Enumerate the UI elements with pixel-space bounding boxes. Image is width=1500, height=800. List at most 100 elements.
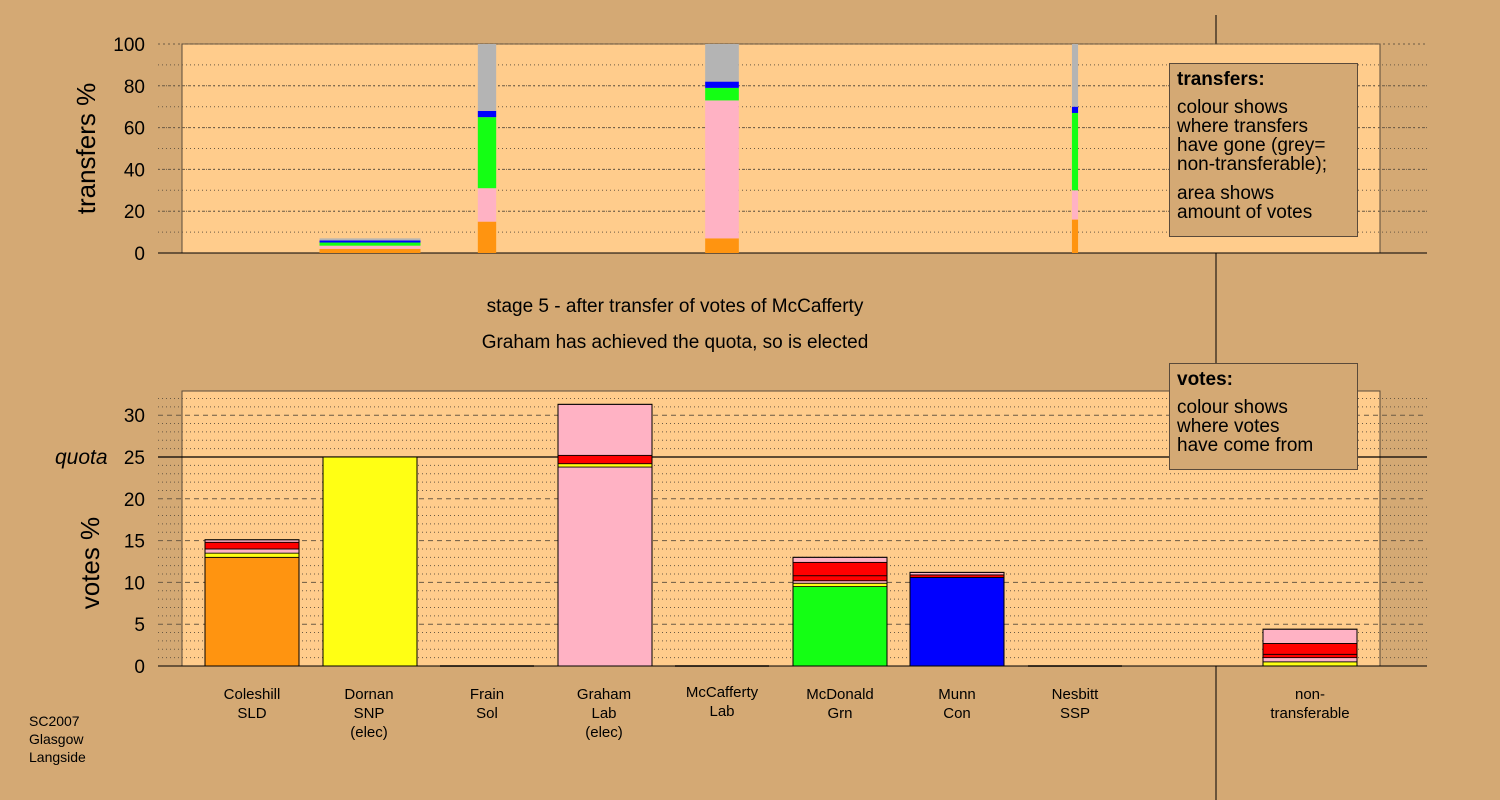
transfers-tick-label: 40: [124, 160, 145, 181]
result-caption: Graham has achieved the quota, so is ele…: [481, 332, 869, 353]
votes-legend-line: have come from: [1177, 435, 1314, 456]
transfer-segment-dornan: [319, 248, 421, 253]
transfers-legend: transfers: colour shows where transfers …: [1169, 63, 1358, 237]
vote-bar-outline: [1262, 628, 1358, 667]
candidate-name: McDonald: [806, 686, 874, 703]
quota-label: quota: [55, 446, 108, 469]
transfer-segment-dornan: [319, 238, 421, 241]
transfer-segment-mccafferty: [705, 238, 739, 253]
vote-segment: [909, 576, 1005, 667]
candidate-label-munn: Munn Con: [902, 685, 1012, 723]
transfer-segment-frain: [477, 110, 497, 118]
candidate-label-mcdonald: McDonald Grn: [785, 685, 895, 723]
transfer-segment-mccafferty: [705, 81, 739, 88]
transfers-legend-line: area shows: [1177, 183, 1275, 204]
vote-segment: [792, 575, 888, 582]
transfers-tick-label: 0: [134, 244, 145, 265]
candidate-label-mccafferty: McCafferty Lab: [667, 683, 777, 721]
stage-caption: stage 5 - after transfer of votes of McC…: [486, 296, 864, 317]
votes-tick-label: 5: [134, 615, 145, 636]
votes-legend: votes: colour shows where votes have com…: [1169, 363, 1358, 470]
candidate-label-nontransferable: non- transferable: [1255, 685, 1365, 723]
votes-tick-label: 25: [124, 448, 145, 469]
candidate-name: Munn: [938, 686, 976, 703]
candidate-note: (elec): [585, 724, 623, 741]
vote-segment: [557, 463, 653, 468]
transfer-segment-dornan: [319, 245, 421, 249]
transfer-segment-nesbitt: [1071, 44, 1079, 107]
candidate-name: non-: [1294, 686, 1326, 703]
vote-segment: [557, 403, 653, 456]
transfers-tick-label: 100: [113, 35, 145, 56]
candidate-note: (elec): [350, 724, 388, 741]
vote-segment: [557, 466, 653, 667]
candidate-party: Lab: [709, 703, 735, 720]
vote-segment: [792, 586, 888, 667]
transfer-segment-dornan: [319, 242, 421, 246]
candidate-name: Nesbitt: [1051, 686, 1099, 703]
vote-bar-outline: [909, 571, 1005, 667]
transfer-segment-mccafferty: [705, 87, 739, 101]
candidate-party: SNP: [353, 705, 385, 722]
votes-tick-label: 10: [124, 573, 145, 594]
vote-segment: [792, 556, 888, 563]
votes-tick-label: 15: [124, 532, 145, 553]
candidate-party: Sol: [476, 705, 498, 722]
transfer-segment-mccafferty: [705, 100, 739, 239]
candidate-name: McCafferty: [685, 684, 759, 701]
transfers-tick-label: 20: [124, 202, 145, 223]
candidate-party: SLD: [237, 705, 267, 722]
vote-segment: [204, 541, 300, 550]
vote-bar-outline: [792, 556, 888, 667]
votes-tick-label: 0: [134, 657, 145, 678]
candidate-label-coleshill: Coleshill SLD: [197, 685, 307, 723]
vote-segment: [1262, 657, 1358, 663]
transfer-segment-nesbitt: [1071, 219, 1079, 253]
candidate-name: Graham: [576, 686, 632, 703]
transfers-legend-line: colour shows: [1177, 97, 1288, 118]
vote-segment: [322, 456, 418, 667]
vote-segment: [1262, 643, 1358, 655]
vote-segment: [204, 548, 300, 554]
transfers-tick-label: 60: [124, 119, 145, 140]
vote-segment: [557, 454, 653, 465]
source-line: Glasgow: [29, 731, 84, 747]
votes-legend-line: colour shows: [1177, 397, 1288, 418]
candidate-label-frain: Frain Sol: [432, 685, 542, 723]
source-note: SC2007 Glasgow Langside: [29, 712, 86, 766]
vote-segment: [204, 556, 300, 667]
transfers-legend-line: have gone (grey=: [1177, 135, 1326, 156]
candidate-label-nesbitt: Nesbitt SSP: [1020, 685, 1130, 723]
transfers-legend-line: where transfers: [1177, 116, 1308, 137]
transfer-segment-frain: [477, 221, 497, 253]
votes-legend-line: where votes: [1177, 416, 1280, 437]
candidate-label-graham: Graham Lab (elec): [549, 685, 659, 742]
candidate-party: Grn: [827, 705, 853, 722]
vote-bar-outline: [322, 456, 418, 667]
candidate-name: Coleshill: [223, 686, 281, 703]
vote-segment: [1262, 628, 1358, 644]
transfers-tick-label: 80: [124, 77, 145, 98]
vote-segment: [1262, 653, 1358, 659]
transfer-segment-mccafferty: [705, 44, 739, 82]
transfers-legend-line: amount of votes: [1177, 202, 1313, 223]
transfer-segment-nesbitt: [1071, 106, 1079, 113]
vote-segment: [792, 582, 888, 587]
candidate-party: Con: [943, 705, 971, 722]
vote-bar-outline: [204, 539, 300, 667]
votes-axis-title: votes %: [75, 517, 105, 610]
transfers-legend-line: non-transferable);: [1177, 154, 1327, 175]
source-line: SC2007: [29, 713, 80, 729]
transfers-legend-title: transfers:: [1177, 69, 1265, 90]
transfer-segment-frain: [477, 44, 497, 111]
votes-tick-label: 30: [124, 406, 145, 427]
vote-segment: [1262, 661, 1358, 667]
source-line: Langside: [29, 749, 86, 765]
transfer-segment-nesbitt: [1071, 112, 1079, 191]
votes-tick-label: 20: [124, 490, 145, 511]
vote-segment: [204, 552, 300, 558]
candidate-party: transferable: [1270, 705, 1350, 722]
vote-segment: [792, 561, 888, 577]
candidate-name: Frain: [469, 686, 505, 703]
candidate-name: Dornan: [344, 686, 394, 703]
